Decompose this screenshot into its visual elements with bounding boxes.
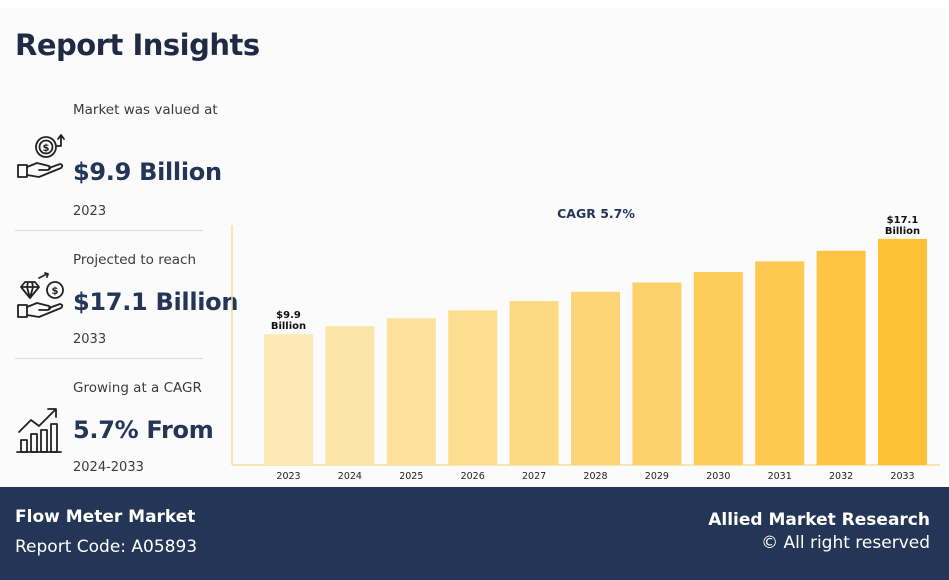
x-tick-label: 2029	[645, 471, 669, 482]
bar-2028	[571, 291, 620, 465]
chart-title: CAGR 5.7%	[557, 206, 635, 221]
x-tick-label: 2023	[276, 471, 300, 482]
bar-chart: CAGR 5.7% 2023 2024 2025 2026 2027 2028 2029 203…	[231, 206, 940, 482]
x-tick-label: 2028	[583, 471, 607, 482]
svg-text:$: $	[43, 143, 50, 154]
stat-label: Market was valued at	[73, 102, 218, 118]
market-name: Flow Meter Market	[15, 507, 196, 527]
footer: Flow Meter Market Report Code: A05893 Al…	[0, 487, 949, 580]
stat-year: 2033	[73, 332, 107, 347]
x-tick-label: 2033	[890, 471, 914, 482]
data-label-unit: Billion	[271, 321, 306, 332]
bar-2030	[693, 271, 743, 465]
data-label-value: $9.9	[276, 310, 301, 321]
bar-2031	[755, 261, 805, 465]
stat-year: 2024-2033	[73, 460, 144, 475]
bar-2024	[325, 326, 375, 465]
x-tick-label: 2030	[706, 471, 730, 482]
stat-projected: Projected to reach $ $17.1 Billion 2033	[15, 248, 238, 358]
stat-value: $17.1 Billion	[73, 288, 239, 316]
data-label-unit: Billion	[885, 226, 920, 237]
bar-2033	[878, 238, 927, 465]
stat-market-value: Market was valued at $ $9.9 Billion 2023	[15, 98, 222, 228]
bar-2027	[509, 301, 559, 465]
copyright: © All right reserved	[761, 533, 930, 553]
bar-2029	[632, 282, 682, 465]
stat-cagr: Growing at a CAGR 5.7% From 2024-2033	[15, 376, 214, 486]
diamond-coin-hand-icon: $	[17, 272, 64, 318]
page-title: Report Insights	[15, 28, 260, 62]
bar-2026	[448, 310, 498, 465]
stat-value: 5.7% From	[73, 416, 214, 444]
stat-label: Growing at a CAGR	[73, 380, 202, 396]
stat-label: Projected to reach	[73, 252, 197, 268]
bar-2032	[816, 250, 866, 465]
x-tick-label: 2024	[338, 471, 362, 482]
svg-text:$: $	[52, 286, 59, 297]
x-tick-label: 2025	[399, 471, 423, 482]
bar-2025	[386, 318, 436, 465]
x-tick-label: 2027	[522, 471, 546, 482]
bar-2023	[264, 334, 313, 465]
stat-year: 2023	[73, 204, 107, 219]
x-tick-label: 2031	[768, 471, 792, 482]
x-tick-label: 2026	[461, 471, 485, 482]
divider	[15, 358, 203, 359]
money-hand-icon: $	[17, 134, 65, 178]
growth-bar-chart-icon	[16, 408, 62, 453]
data-label-value: $17.1	[887, 215, 919, 226]
report-code: Report Code: A05893	[15, 537, 198, 557]
stat-value: $9.9 Billion	[73, 158, 222, 186]
brand-name: Allied Market Research	[708, 510, 930, 530]
divider	[15, 230, 203, 231]
x-tick-label: 2032	[829, 471, 853, 482]
